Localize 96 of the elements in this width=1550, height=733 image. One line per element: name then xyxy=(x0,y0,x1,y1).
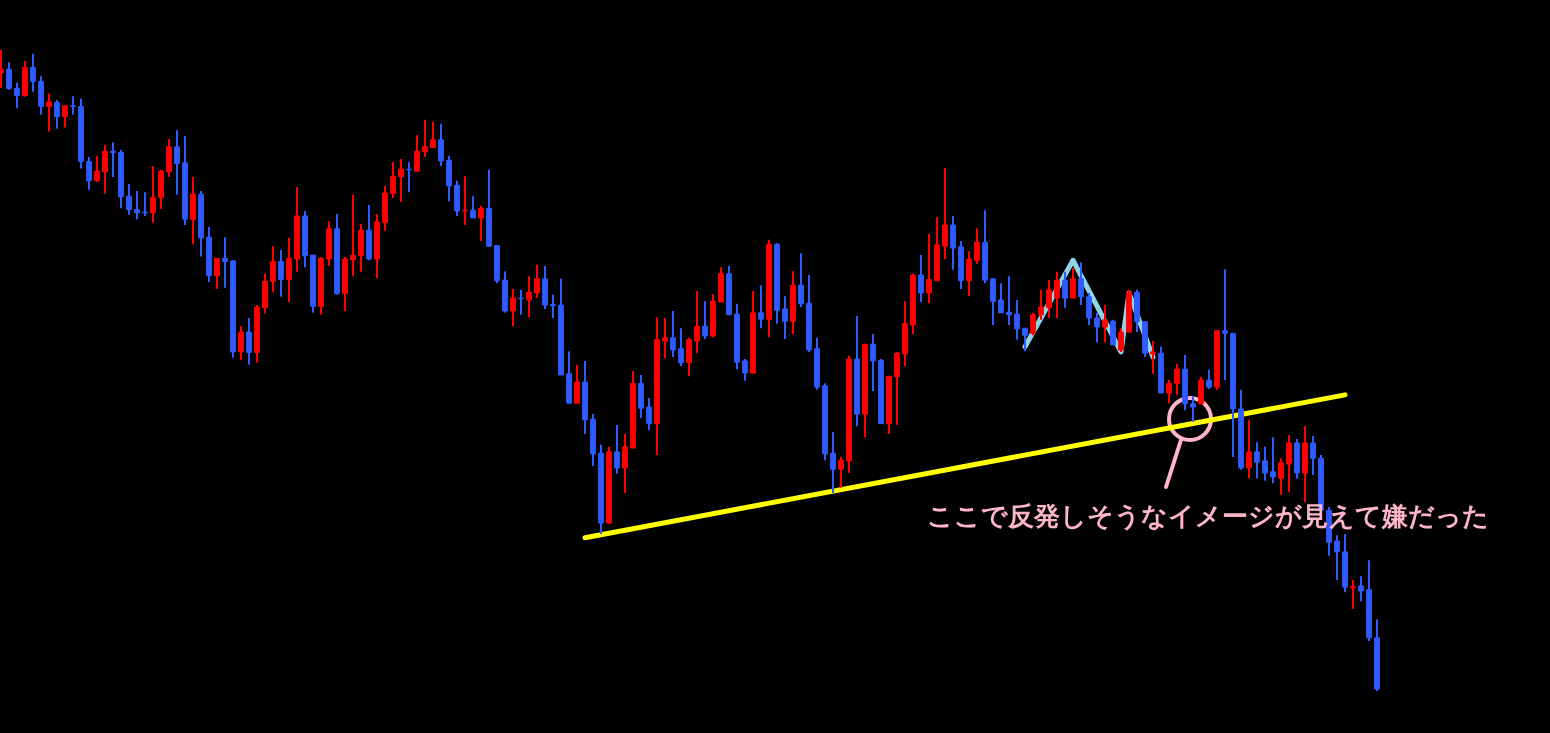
candlestick xyxy=(702,300,708,341)
candlestick xyxy=(1022,327,1028,353)
candlestick xyxy=(966,250,972,298)
candlestick xyxy=(1006,275,1012,326)
candlestick xyxy=(1286,434,1292,494)
candlestick xyxy=(238,325,244,362)
candlestick xyxy=(646,397,652,432)
candlestick xyxy=(222,236,228,289)
candlestick xyxy=(678,327,684,368)
candlestick xyxy=(430,120,436,149)
candlestick xyxy=(134,190,140,221)
candlestick xyxy=(70,95,76,116)
candlestick xyxy=(286,236,292,303)
candlestick xyxy=(838,456,844,489)
candlestick xyxy=(1054,270,1060,319)
candlestick xyxy=(398,157,404,203)
candlestick xyxy=(270,245,276,294)
candlestick xyxy=(798,252,804,309)
candlestick xyxy=(550,293,556,319)
candlestick xyxy=(6,61,12,91)
candlestick xyxy=(670,309,676,359)
candlestick xyxy=(150,165,156,224)
candlestick xyxy=(422,118,428,159)
candlestick xyxy=(1014,298,1020,341)
candlestick xyxy=(1206,368,1212,391)
candlestick xyxy=(1174,363,1180,396)
candlestick xyxy=(1358,575,1364,603)
candlestick xyxy=(1350,579,1356,610)
candlestick xyxy=(926,232,932,305)
candlestick xyxy=(918,254,924,303)
candlestick xyxy=(30,52,36,93)
candlestick xyxy=(86,156,92,191)
candlestick xyxy=(438,122,444,168)
candlestick xyxy=(1246,418,1252,480)
candlestick xyxy=(830,431,836,494)
candlestick xyxy=(510,288,516,328)
candlestick xyxy=(1278,457,1284,496)
candlestick xyxy=(518,288,524,316)
candlestick xyxy=(478,204,484,243)
candlestick xyxy=(662,316,668,360)
candlestick xyxy=(942,166,948,260)
candlestick xyxy=(614,423,620,475)
candlestick xyxy=(126,182,132,216)
candlestick xyxy=(406,161,412,194)
candlestick xyxy=(998,282,1004,314)
candlestick xyxy=(350,193,356,278)
candlestick xyxy=(990,277,996,326)
candlestick xyxy=(462,175,468,226)
candlestick xyxy=(1150,340,1156,375)
candlestick xyxy=(1254,441,1260,480)
candlestick xyxy=(1190,395,1196,423)
candlestick xyxy=(414,134,420,173)
candlestick xyxy=(1118,327,1124,353)
candlestick xyxy=(574,363,580,405)
candlestick xyxy=(174,129,180,196)
candlestick xyxy=(110,141,116,178)
candlestick xyxy=(246,316,252,366)
candlestick xyxy=(1270,436,1276,485)
candlestick xyxy=(782,295,788,341)
candlestick xyxy=(14,81,20,110)
candlestick xyxy=(1094,311,1100,344)
candlestick xyxy=(950,215,956,271)
candlestick xyxy=(870,332,876,393)
candlestick xyxy=(46,92,52,133)
candlestick xyxy=(1334,534,1340,582)
candlestick xyxy=(102,143,108,195)
candlestick xyxy=(1070,266,1076,300)
candlestick xyxy=(470,195,476,219)
candlestick xyxy=(742,357,748,382)
candlestick xyxy=(894,350,900,426)
candlestick xyxy=(694,290,700,355)
candlestick xyxy=(758,284,764,330)
candlestick xyxy=(1062,270,1068,309)
candlestick xyxy=(1310,434,1316,476)
candlestick xyxy=(278,248,284,298)
candlestick xyxy=(214,257,220,291)
candlestick xyxy=(622,432,628,494)
candlestick xyxy=(1222,268,1228,382)
candlestick xyxy=(390,161,396,200)
candlestick xyxy=(1102,304,1108,344)
candlestick xyxy=(1046,279,1052,319)
candlestick xyxy=(62,104,68,129)
candlestick xyxy=(686,336,692,378)
candlestick xyxy=(1030,311,1036,337)
candlestick xyxy=(974,227,980,266)
candlestick xyxy=(526,275,532,319)
candlestick xyxy=(534,263,540,300)
candlestick xyxy=(1166,379,1172,405)
candlestick xyxy=(54,99,60,130)
candlestick xyxy=(1078,261,1084,307)
candlestick xyxy=(1262,445,1268,482)
candlestick xyxy=(94,154,100,184)
candlestick xyxy=(1038,288,1044,321)
candlestick xyxy=(1086,291,1092,326)
candlestick xyxy=(1198,375,1204,405)
candlestick xyxy=(1110,318,1116,346)
